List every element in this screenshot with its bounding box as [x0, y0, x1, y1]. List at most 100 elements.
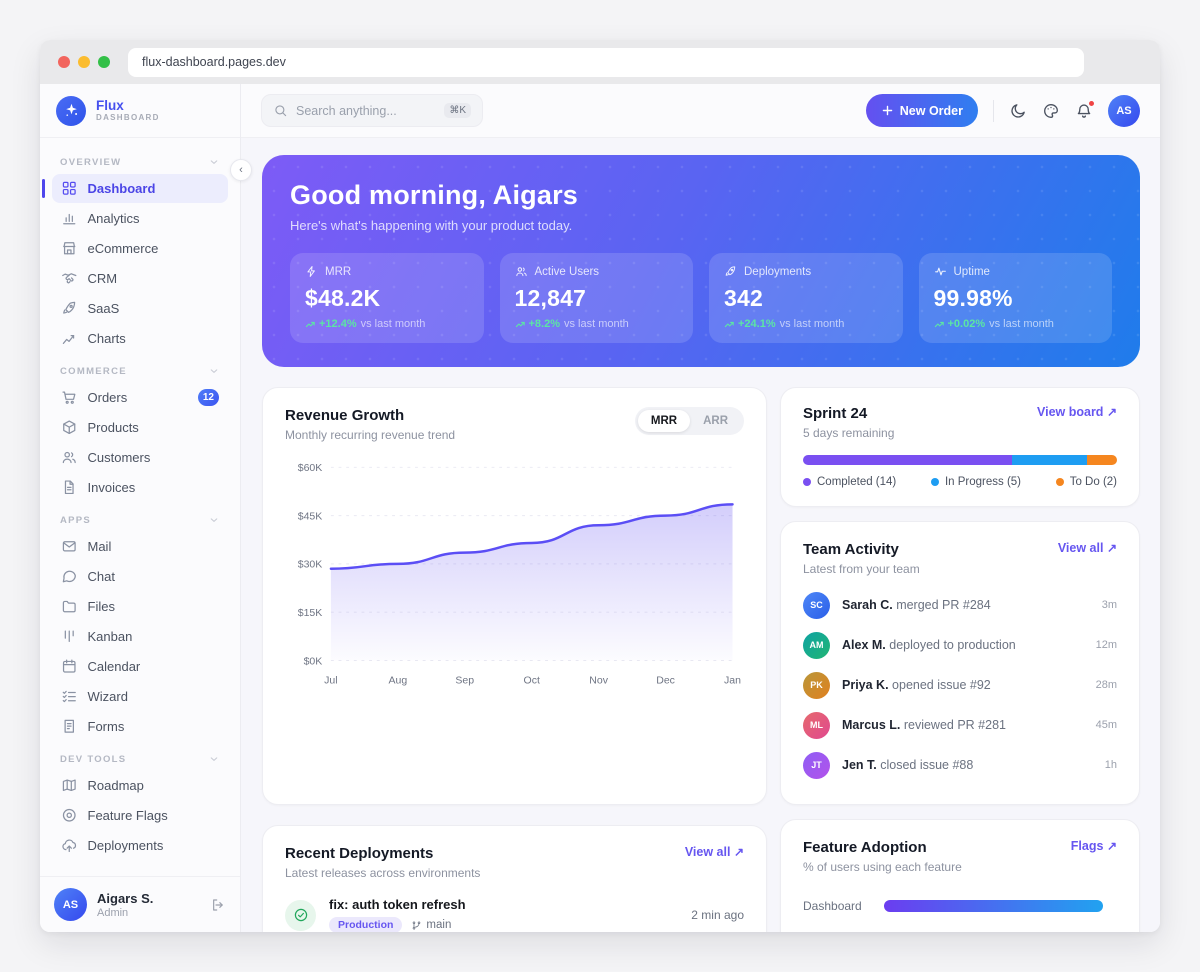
legend-label: In Progress (5) [944, 476, 1022, 488]
brand[interactable]: Flux DASHBOARD [40, 84, 240, 138]
deploy-success-icon [285, 899, 316, 931]
stat-label-row: Active Users [515, 265, 679, 278]
trend-up-icon: +8.2% [515, 318, 560, 330]
close-window-button[interactable] [58, 56, 70, 68]
new-order-button[interactable]: New Order [865, 94, 978, 127]
stat-label-row: MRR [305, 265, 469, 278]
minimize-window-button[interactable] [78, 56, 90, 68]
flux-logo-icon [56, 95, 86, 126]
logout-icon[interactable] [210, 897, 226, 913]
stat-card-deployments: Deployments 342 +24.1% vs last month [709, 253, 903, 343]
mail-icon [61, 538, 78, 555]
sidebar-item-deployments[interactable]: Deployments [52, 831, 228, 860]
stat-delta-value: +12.4% [319, 318, 357, 330]
address-bar[interactable]: flux-dashboard.pages.dev [128, 47, 1084, 77]
sidebar-item-invoices[interactable]: Invoices [52, 473, 228, 502]
window-controls [58, 56, 110, 68]
recent-deployments-card: Recent Deployments Latest releases acros… [262, 825, 767, 932]
nav-section-apps[interactable]: APPS [60, 514, 220, 526]
dashboard-content: Good morning, Aigars Here's what's happe… [241, 138, 1160, 932]
sidebar-item-label: Orders [87, 390, 128, 405]
sidebar-collapse-button[interactable]: ‹ [230, 159, 252, 181]
dark-mode-toggle[interactable] [1009, 102, 1027, 120]
sidebar-item-mail[interactable]: Mail [52, 532, 228, 561]
stat-delta-note: vs last month [779, 318, 845, 330]
member-avatar: JT [803, 751, 830, 779]
sidebar-item-customers[interactable]: Customers [52, 443, 228, 472]
sidebar-item-crm[interactable]: CRM [52, 264, 228, 293]
wizard-icon [61, 688, 78, 705]
nav-section-overview[interactable]: OVERVIEW [60, 156, 220, 168]
sidebar-item-label: SaaS [87, 301, 120, 316]
sidebar-item-ecommerce[interactable]: eCommerce [52, 234, 228, 263]
nav-section-label: COMMERCE [60, 365, 127, 377]
stat-delta-value: +24.1% [738, 318, 776, 330]
maximize-window-button[interactable] [98, 56, 110, 68]
hero-stats: MRR $48.2K +12.4% vs last month Active Users… [290, 253, 1112, 343]
trend-up-icon [934, 319, 945, 330]
notifications-button[interactable] [1075, 99, 1095, 120]
sidebar-item-chat[interactable]: Chat [52, 562, 228, 591]
sidebar-item-dashboard[interactable]: Dashboard [42, 174, 228, 203]
external-arrow-icon: ↗ [1106, 839, 1117, 853]
git-branch-icon [411, 920, 422, 931]
sidebar-item-label: Calendar [87, 659, 141, 674]
sidebar-item-files[interactable]: Files [52, 592, 228, 621]
toggle-mrr[interactable]: MRR [637, 410, 691, 432]
palette-icon [1042, 102, 1060, 120]
user-avatar: AS [54, 888, 87, 921]
external-arrow-icon: ↗ [733, 845, 744, 859]
stat-delta: +12.4% vs last month [305, 318, 469, 330]
sidebar-item-charts[interactable]: Charts [52, 324, 228, 353]
brand-name: Flux [96, 97, 124, 113]
deployment-row: fix: auth token refresh Production main 2 m… [285, 897, 744, 932]
sidebar-item-analytics[interactable]: Analytics [52, 204, 228, 233]
activity-icon [934, 265, 947, 278]
sidebar-item-products[interactable]: Products [52, 413, 228, 442]
sidebar-item-feature-flags[interactable]: Feature Flags [52, 801, 228, 830]
toggle-arr[interactable]: ARR [690, 410, 741, 432]
sidebar-item-wizard[interactable]: Wizard [52, 682, 228, 711]
activity-text: Jen T. closed issue #88 [842, 758, 974, 772]
search-input[interactable]: Search anything... ⌘K [261, 94, 483, 127]
branch-name: main [411, 919, 451, 931]
view-board-link[interactable]: View board ↗ [1036, 405, 1117, 419]
stat-value: $48.2K [305, 285, 381, 311]
deployments-view-all-link[interactable]: View all ↗ [684, 845, 744, 859]
svg-text:$30K: $30K [298, 559, 323, 571]
sidebar-item-calendar[interactable]: Calendar [52, 652, 228, 681]
activity-text: Alex M. deployed to production [842, 638, 1016, 652]
flags-link[interactable]: Flags ↗ [1070, 839, 1117, 853]
adoption-bar-fill [884, 900, 1104, 912]
stat-delta-note: vs last month [989, 318, 1054, 330]
sidebar-user[interactable]: AS Aigars S. Admin [40, 876, 240, 932]
sidebar-item-orders[interactable]: Orders 12 [52, 383, 228, 412]
stat-delta: +24.1% vs last month [724, 318, 888, 330]
url-text: flux-dashboard.pages.dev [142, 55, 286, 69]
deployments-list: fix: auth token refresh Production main 2 m… [285, 897, 744, 932]
sidebar-item-forms[interactable]: Forms [52, 712, 228, 741]
svg-text:Aug: Aug [388, 674, 407, 686]
activity-text: Sarah C. merged PR #284 [842, 598, 991, 612]
chevron-down-icon [208, 514, 220, 526]
sprint-progress-bar [803, 455, 1117, 465]
zap-icon [305, 265, 318, 278]
nav-section-label: DEV TOOLS [60, 753, 127, 765]
forms-icon [61, 718, 78, 735]
nav-section-commerce[interactable]: COMMERCE [60, 365, 220, 377]
handshake-icon [61, 270, 78, 287]
team-activity-card: Team Activity Latest from your team View… [780, 521, 1140, 805]
theme-button[interactable] [1042, 102, 1060, 120]
brand-subtitle: DASHBOARD [96, 113, 160, 123]
svg-text:$0K: $0K [304, 655, 323, 667]
member-avatar: ML [803, 711, 830, 739]
nav-section-dev-tools[interactable]: DEV TOOLS [60, 753, 220, 765]
topbar-avatar[interactable]: AS [1108, 94, 1140, 127]
activity-view-all-link[interactable]: View all ↗ [1057, 541, 1117, 555]
sidebar-item-saas[interactable]: SaaS [52, 294, 228, 323]
activity-row: PK Priya K. opened issue #92 28m [803, 665, 1117, 705]
sidebar-item-roadmap[interactable]: Roadmap [52, 771, 228, 800]
cart-icon [61, 389, 78, 406]
sidebar-item-kanban[interactable]: Kanban [52, 622, 228, 651]
activity-row: ML Marcus L. reviewed PR #281 45m [803, 705, 1117, 745]
